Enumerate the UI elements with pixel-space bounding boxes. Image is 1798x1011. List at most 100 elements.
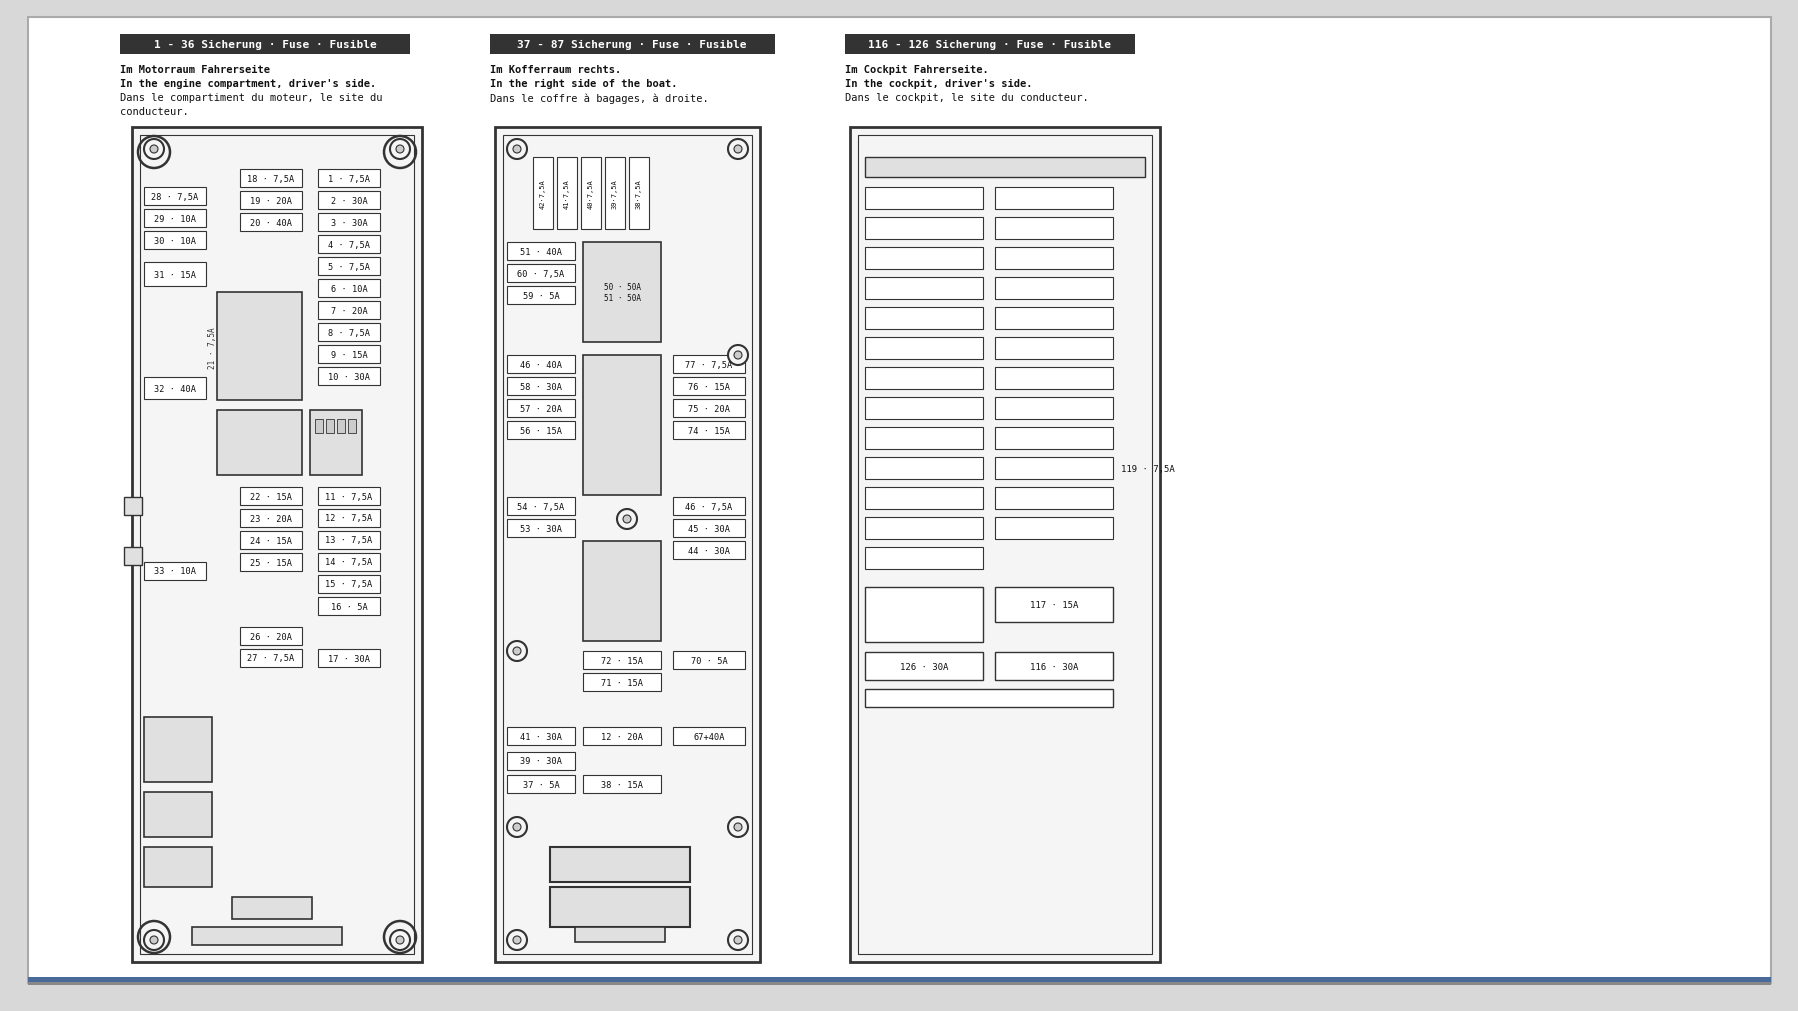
Bar: [994, 458, 1113, 479]
Bar: [575, 927, 665, 942]
Text: 11 · 7,5A: 11 · 7,5A: [325, 492, 372, 501]
Text: 56 · 15A: 56 · 15A: [520, 426, 561, 435]
Text: 32 · 40A: 32 · 40A: [155, 384, 196, 393]
Text: 38·7,5A: 38·7,5A: [636, 179, 642, 208]
Bar: [865, 652, 982, 680]
Text: 25 · 15A: 25 · 15A: [250, 558, 291, 567]
Text: In the right side of the boat.: In the right side of the boat.: [489, 79, 678, 89]
Bar: [124, 497, 142, 516]
Bar: [347, 420, 356, 434]
Text: 45 · 30A: 45 · 30A: [687, 524, 730, 533]
Bar: [672, 356, 744, 374]
Text: Dans le compartiment du moteur, le site du: Dans le compartiment du moteur, le site …: [120, 93, 383, 103]
Text: 67+40A: 67+40A: [692, 732, 725, 741]
Text: 23 · 20A: 23 · 20A: [250, 514, 291, 523]
Bar: [629, 158, 649, 229]
Circle shape: [734, 823, 741, 831]
Text: 46 · 40A: 46 · 40A: [520, 360, 561, 369]
Bar: [865, 368, 982, 389]
Text: Im Cockpit Fahrerseite.: Im Cockpit Fahrerseite.: [845, 65, 989, 75]
Bar: [994, 428, 1113, 450]
Text: 37 · 5A: 37 · 5A: [523, 779, 559, 789]
Bar: [583, 542, 660, 641]
Bar: [672, 497, 744, 516]
Bar: [672, 520, 744, 538]
Text: 116 - 126 Sicherung · Fuse · Fusible: 116 - 126 Sicherung · Fuse · Fusible: [868, 40, 1111, 50]
Bar: [507, 287, 575, 304]
Bar: [845, 35, 1135, 55]
Bar: [239, 649, 302, 667]
Text: 7 · 20A: 7 · 20A: [331, 306, 367, 315]
Bar: [503, 135, 752, 954]
Bar: [325, 420, 334, 434]
Circle shape: [138, 921, 169, 953]
Text: 76 · 15A: 76 · 15A: [687, 382, 730, 391]
Bar: [583, 727, 660, 745]
Bar: [144, 263, 207, 287]
Bar: [672, 727, 744, 745]
Bar: [994, 307, 1113, 330]
Text: 22 · 15A: 22 · 15A: [250, 492, 291, 501]
Bar: [507, 775, 575, 794]
Circle shape: [507, 930, 527, 950]
Bar: [318, 598, 379, 616]
Circle shape: [512, 146, 521, 154]
Bar: [507, 752, 575, 770]
Bar: [865, 458, 982, 479]
Text: 13 · 7,5A: 13 · 7,5A: [325, 536, 372, 545]
Text: 41·7,5A: 41·7,5A: [565, 179, 570, 208]
Bar: [218, 293, 302, 400]
Text: 19 · 20A: 19 · 20A: [250, 196, 291, 205]
Bar: [494, 127, 759, 962]
Bar: [318, 280, 379, 297]
Bar: [239, 628, 302, 645]
Text: 1 · 7,5A: 1 · 7,5A: [327, 174, 370, 183]
Text: Im Kofferraum rechts.: Im Kofferraum rechts.: [489, 65, 620, 75]
Circle shape: [396, 936, 405, 944]
Bar: [239, 553, 302, 571]
Bar: [318, 301, 379, 319]
Bar: [507, 727, 575, 745]
Text: 12 · 7,5A: 12 · 7,5A: [325, 514, 372, 523]
Bar: [140, 135, 414, 954]
Bar: [318, 510, 379, 528]
Bar: [994, 652, 1113, 680]
Bar: [994, 278, 1113, 299]
Text: 39 · 30A: 39 · 30A: [520, 757, 561, 765]
Text: 46 · 7,5A: 46 · 7,5A: [685, 502, 732, 511]
Text: 21 · 7,5A: 21 · 7,5A: [207, 327, 216, 368]
Text: 8 · 7,5A: 8 · 7,5A: [327, 329, 370, 337]
Bar: [131, 127, 423, 962]
Bar: [29, 977, 1769, 982]
Bar: [672, 651, 744, 669]
Bar: [318, 487, 379, 506]
Text: 20 · 40A: 20 · 40A: [250, 218, 291, 227]
Bar: [865, 158, 1144, 178]
Bar: [29, 982, 1769, 985]
Text: 72 · 15A: 72 · 15A: [601, 656, 642, 665]
Text: 26 · 20A: 26 · 20A: [250, 632, 291, 641]
Bar: [239, 192, 302, 210]
Bar: [144, 717, 212, 783]
Bar: [994, 587, 1113, 623]
Circle shape: [390, 140, 410, 160]
Circle shape: [617, 510, 636, 530]
Circle shape: [728, 140, 748, 160]
Circle shape: [144, 140, 164, 160]
Text: 119 · 7,5A: 119 · 7,5A: [1120, 464, 1174, 473]
Bar: [318, 553, 379, 571]
Text: 77 · 7,5A: 77 · 7,5A: [685, 360, 732, 369]
Circle shape: [734, 352, 741, 360]
Bar: [865, 428, 982, 450]
Text: 40·7,5A: 40·7,5A: [588, 179, 593, 208]
Bar: [144, 378, 207, 399]
Bar: [507, 265, 575, 283]
Bar: [865, 217, 982, 240]
Text: 50 · 50A
51 · 50A: 50 · 50A 51 · 50A: [602, 283, 640, 302]
Circle shape: [728, 346, 748, 366]
Bar: [318, 649, 379, 667]
Bar: [994, 368, 1113, 389]
Text: 51 · 40A: 51 · 40A: [520, 248, 561, 256]
Text: 39·7,5A: 39·7,5A: [611, 179, 619, 208]
Text: 3 · 30A: 3 · 30A: [331, 218, 367, 227]
